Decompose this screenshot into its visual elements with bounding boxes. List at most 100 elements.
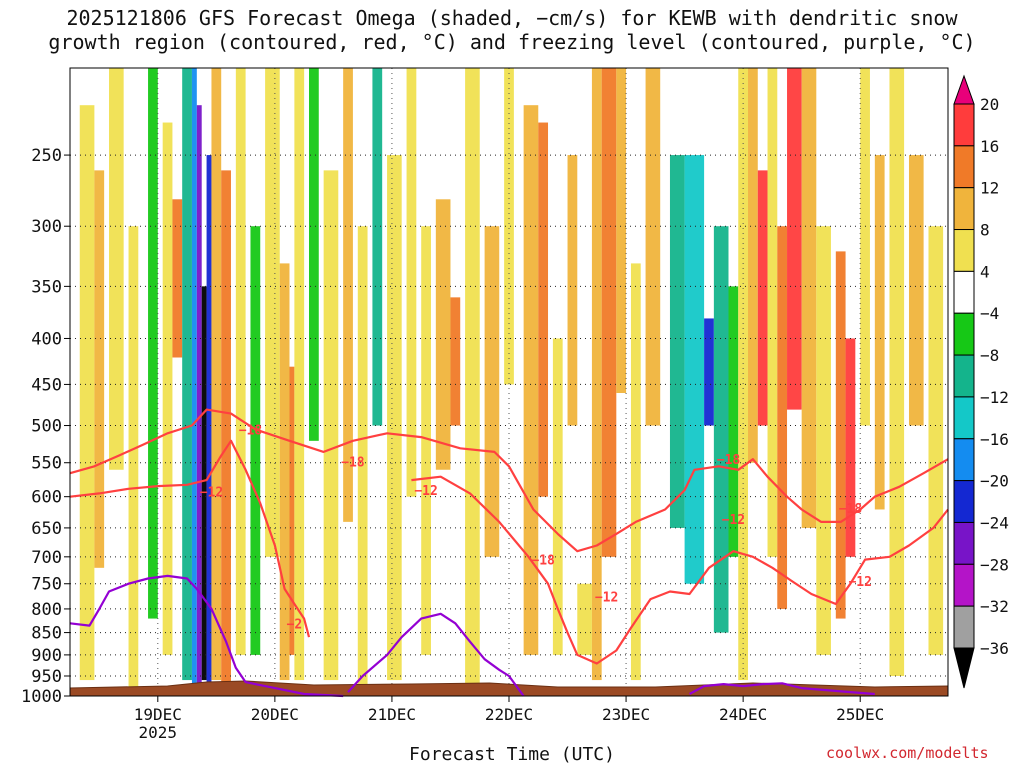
omega-cell-57 (845, 338, 856, 557)
omega-cell-7 (182, 68, 192, 681)
omega-cell-26 (406, 68, 417, 497)
contour-line-0-2 (411, 475, 949, 665)
title-line-1: 2025121806 GFS Forecast Omega (shaded, −… (66, 6, 958, 30)
omega-cell-32 (504, 68, 514, 385)
title-line-2: growth region (contoured, red, °C) and f… (48, 30, 976, 54)
contour-line-1-0 (69, 574, 344, 698)
omega-cell-29 (450, 297, 461, 426)
y-axis: 2503003504004505005506006507007508008509… (21, 146, 70, 707)
y-tick-label-450: 450 (31, 375, 62, 395)
contour-line-0-0 (69, 408, 949, 553)
colorbar-label-12: −32 (980, 597, 1009, 616)
omega-cell-18 (289, 366, 295, 655)
colorbar-label-0: 20 (980, 95, 999, 114)
omega-cell-46 (713, 226, 729, 633)
y-tick-label-700: 700 (31, 548, 62, 568)
colorbar-label-10: −24 (980, 513, 1009, 532)
omega-cell-39 (601, 68, 617, 557)
omega-cell-53 (787, 68, 802, 410)
x-axis-label: Forecast Time (UTC) (409, 744, 615, 765)
omega-cell-48 (738, 68, 749, 681)
x-tick-label-21DEC: 21DEC (368, 705, 416, 724)
contour-label-0-10: −2 (287, 617, 303, 632)
contour-label-0-8: −18 (839, 502, 863, 517)
omega-cell-2 (109, 68, 124, 470)
omega-cell-3 (128, 226, 139, 689)
colorbar-box-6 (953, 312, 975, 356)
omega-cell-20 (309, 68, 319, 441)
y-tick-label-900: 900 (31, 646, 62, 666)
y-tick-label-1000: 1000 (21, 687, 62, 707)
contour-label-0-1: −18 (341, 455, 365, 470)
omega-cell-1 (94, 170, 105, 568)
contour-label-0-5: −12 (595, 591, 618, 606)
colorbar-label-6: −8 (980, 346, 999, 365)
x-tick-label-22DEC: 22DEC (485, 705, 533, 724)
colorbar-box-5 (953, 270, 975, 314)
omega-cell-61 (908, 155, 924, 426)
contour-label-0-4: −18 (531, 554, 555, 569)
omega-cell-59 (874, 155, 885, 510)
omega-cell-58 (860, 68, 870, 426)
omega-cell-49 (748, 68, 758, 463)
colorbar-box-4 (953, 229, 975, 272)
omega-cell-51 (767, 68, 778, 557)
omega-cell-13 (221, 170, 231, 689)
omega-cell-14 (235, 68, 246, 655)
omega-cell-62 (928, 226, 944, 655)
contour-line-1-1 (347, 612, 525, 697)
colorbar-label-9: −20 (980, 472, 1009, 491)
omega-shading (79, 68, 944, 689)
omega-cell-19 (294, 68, 305, 681)
colorbar-bottom-arrow (953, 647, 975, 689)
temperature-contours: −18 −18 −12 −12 −18 −12 −18 −12 −18 −12 −2 (69, 408, 949, 698)
omega-cell-37 (577, 583, 592, 655)
omega-cell-41 (630, 263, 641, 681)
contour-label-0-6: −18 (717, 453, 741, 468)
omega-cell-4 (148, 68, 158, 619)
contour-label-0-7: −12 (722, 513, 745, 528)
omega-cell-16 (265, 68, 280, 557)
contour-label-0-0: −18 (239, 423, 263, 438)
y-tick-label-300: 300 (31, 217, 62, 237)
omega-cell-42 (645, 68, 661, 426)
omega-cell-34 (538, 122, 549, 497)
omega-cell-38 (591, 68, 602, 681)
credit-text: coolwx.com/modelts (826, 744, 989, 762)
y-tick-label-400: 400 (31, 329, 62, 349)
colorbar-box-11 (953, 521, 975, 565)
colorbar-box-10 (953, 480, 975, 523)
omega-cell-40 (616, 68, 627, 393)
y-tick-label-350: 350 (31, 277, 62, 297)
omega-cell-25 (387, 155, 402, 681)
x-tick-label-23DEC: 23DEC (602, 705, 650, 724)
colorbar-box-9 (953, 438, 975, 482)
omega-cell-10 (201, 286, 207, 681)
omega-cell-30 (465, 68, 480, 689)
colorbar-box-13 (953, 605, 975, 649)
colorbar-label-1: 16 (980, 137, 999, 156)
omega-cell-9 (196, 105, 202, 689)
omega-cell-33 (523, 105, 539, 655)
x-tick-label-24DEC: 24DEC (719, 705, 767, 724)
colorbar-label-7: −12 (980, 388, 1009, 407)
colorbar-box-8 (953, 396, 975, 440)
omega-cell-35 (552, 338, 563, 655)
colorbar-box-2 (953, 145, 975, 189)
contour-label-0-2: −12 (200, 485, 223, 500)
omega-cell-22 (343, 68, 353, 522)
y-tick-label-250: 250 (31, 146, 62, 166)
contour-label-0-9: −12 (848, 575, 871, 590)
omega-cell-6 (172, 199, 183, 358)
omega-cell-44 (684, 155, 705, 584)
omega-cell-24 (372, 68, 383, 426)
colorbar-top-arrow (953, 74, 975, 105)
omega-cell-55 (816, 226, 831, 655)
omega-cell-28 (435, 199, 451, 470)
omega-cell-23 (357, 226, 368, 689)
colorbar: 20 16 12 8 4 −4 −8 −12 −16 −20 −24 −28 −32 −36 (953, 74, 1009, 689)
omega-cell-5 (162, 122, 173, 655)
y-tick-label-550: 550 (31, 454, 62, 474)
omega-cell-0 (79, 105, 95, 681)
